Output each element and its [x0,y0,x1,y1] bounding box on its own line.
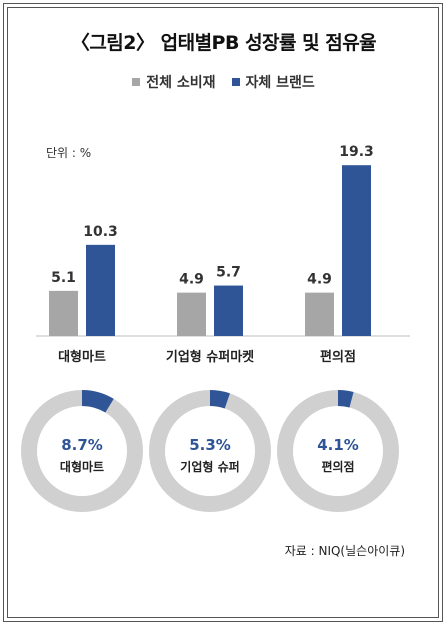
donut-value-label: 4.1% [317,436,359,454]
bar-value-label: 19.3 [339,144,374,160]
donut-category-label: 편의점 [321,459,354,474]
bar-value-label: 10.3 [83,224,118,240]
bar-value-label: 4.9 [307,272,332,288]
bar-pb [86,244,115,336]
bar-value-label: 5.7 [216,265,241,281]
bar-value-label: 4.9 [179,272,204,288]
category-label: 기업형 슈퍼마켓 [166,349,254,365]
inner-frame [7,7,439,618]
legend-swatch-pb [231,78,240,86]
donut-category-label: 기업형 슈퍼 [180,459,239,474]
legend-label-pb: 자체 브랜드 [245,75,315,91]
bar-total [177,292,206,336]
category-label: 대형마트 [58,349,106,365]
bar-total [305,292,334,336]
legend-swatch-total [132,78,141,86]
donut-value-label: 8.7% [61,436,103,454]
source-note: 자료 : NIQ(닐슨아이큐) [284,544,405,558]
bar-pb [342,165,371,336]
category-label: 편의점 [320,349,356,365]
legend-label-total: 전체 소비재 [146,75,216,91]
bar-total [49,290,78,336]
donut-share-arc [209,390,230,409]
donut-category-label: 대형마트 [60,459,104,474]
donut-share-arc [337,390,354,408]
outer-frame [3,3,443,622]
legend-item-total: 전체 소비재 [132,72,216,92]
legend: 전체 소비재 자체 브랜드 [0,72,447,92]
legend-item-pb: 자체 브랜드 [231,72,315,92]
donut-share-arc [81,390,114,413]
bar-value-label: 5.1 [51,270,76,286]
chart-title: 〈그림2〉 업태별PB 성장률 및 점유율 [70,32,377,54]
unit-label: 단위 : % [46,146,92,160]
donut-value-label: 5.3% [189,436,231,454]
bar-pb [214,285,243,336]
